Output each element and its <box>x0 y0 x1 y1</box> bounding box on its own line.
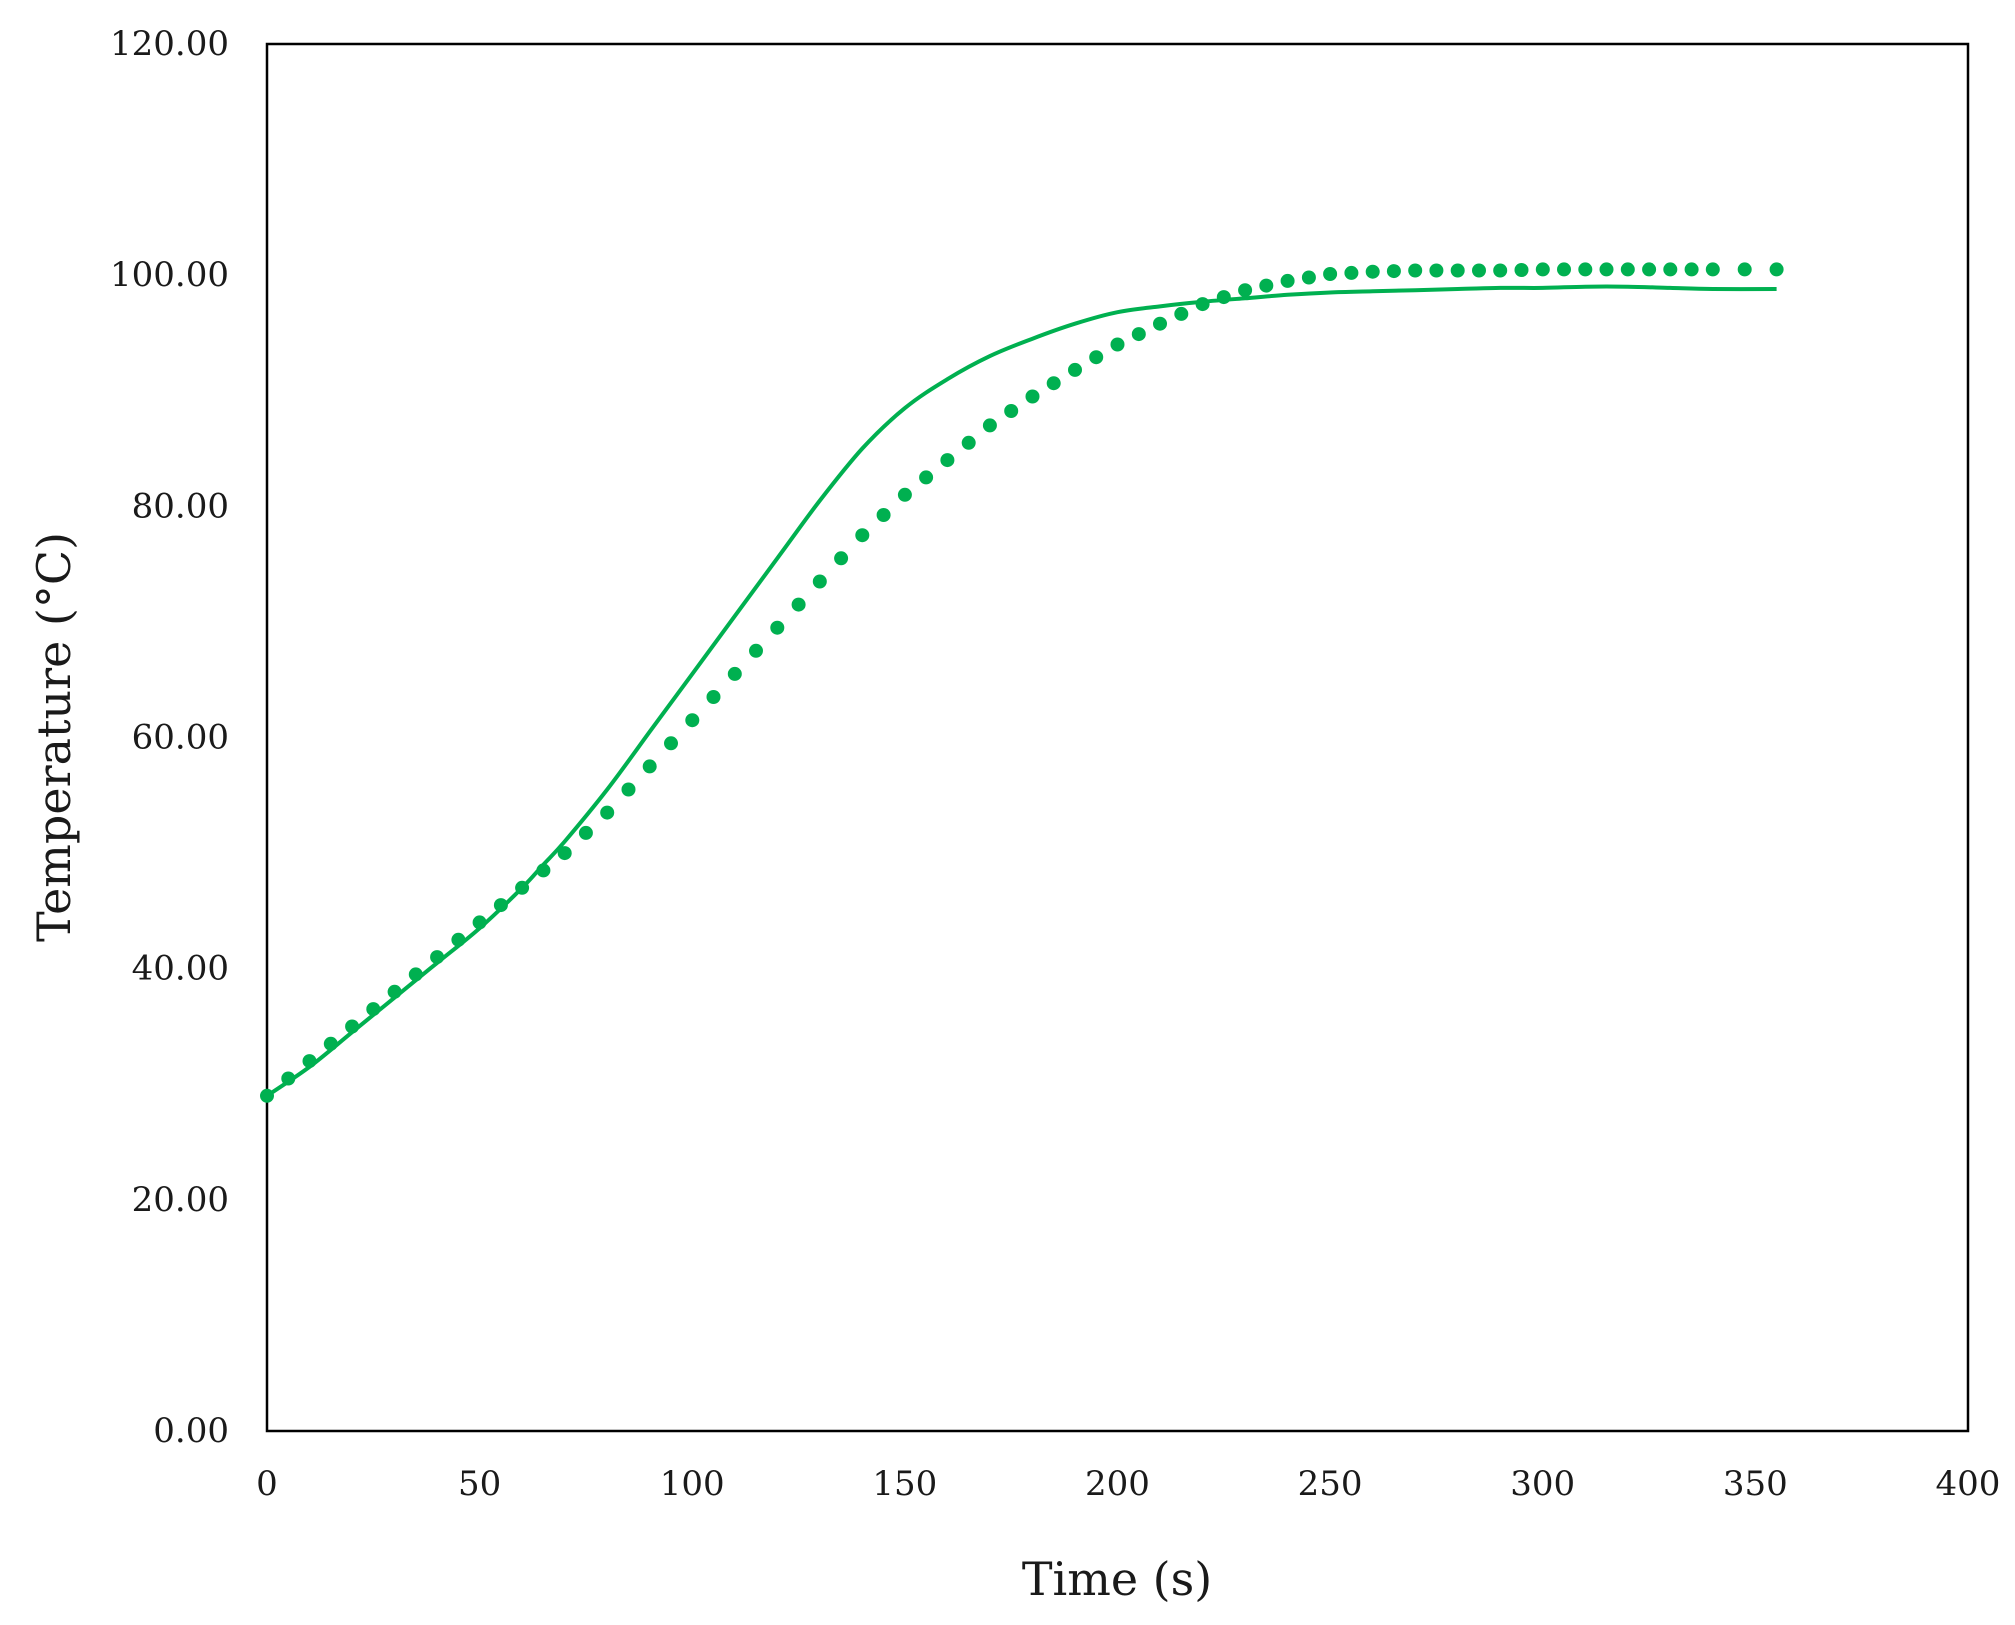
series-dot-dotted <box>1557 262 1571 277</box>
series-point-dotted <box>1450 263 1465 278</box>
x-tick-label: 100 <box>660 1464 725 1504</box>
series-point-dotted <box>430 950 445 965</box>
series-dot-dotted <box>323 1036 338 1051</box>
series-point-dotted <box>1493 263 1508 278</box>
series-point-dotted <box>1280 273 1295 288</box>
series-point-dotted <box>1769 262 1784 277</box>
y-tick-label: 40.00 <box>132 949 229 989</box>
x-tick-label: 0 <box>256 1464 278 1504</box>
series-dot-dotted <box>1216 290 1231 305</box>
plot-area <box>265 42 1970 1433</box>
series-point-dotted <box>855 528 870 543</box>
series-dot-dotted <box>281 1071 296 1086</box>
series-point-dotted <box>1153 316 1167 331</box>
series-dot-dotted <box>1004 404 1019 418</box>
series-dot-dotted <box>1737 262 1752 277</box>
y-tick-label: 0.00 <box>153 1411 229 1451</box>
series-point-dotted <box>472 915 487 930</box>
series-point-dotted <box>515 880 530 895</box>
series-dot-dotted <box>1429 263 1444 278</box>
series-point-dotted <box>1195 297 1210 312</box>
series-point-dotted <box>1705 262 1720 277</box>
x-tick-label: 300 <box>1510 1464 1575 1504</box>
series-point-dotted <box>1110 337 1125 352</box>
x-tick-label: 200 <box>1085 1464 1150 1504</box>
series-point-dotted <box>1238 283 1253 298</box>
y-tick-label: 120.00 <box>110 24 229 64</box>
series-dot-dotted <box>1089 350 1104 365</box>
series-dot-dotted <box>1386 264 1401 279</box>
series-dot-dotted <box>876 508 891 522</box>
series-point-dotted <box>1068 362 1082 377</box>
y-tick-label: 100.00 <box>110 255 229 295</box>
series-dot-dotted <box>1174 306 1189 321</box>
x-axis-title: Time (s) <box>1022 1552 1212 1606</box>
series-dot-dotted <box>366 1002 381 1017</box>
series-point-dotted <box>387 984 402 999</box>
series-dot-dotted <box>578 825 593 840</box>
y-tick-label: 80.00 <box>132 486 229 526</box>
series-dot-dotted <box>451 932 466 947</box>
series-point-dotted <box>685 713 700 728</box>
series-dot-dotted <box>1684 262 1699 277</box>
series-dot-dotted <box>1131 327 1146 342</box>
series-dot-dotted <box>408 967 423 982</box>
series-dot-dotted <box>791 597 806 612</box>
x-tick-label: 400 <box>1936 1464 2001 1504</box>
series-point-dotted <box>302 1054 317 1069</box>
series-dot-dotted <box>961 435 976 450</box>
series-dot-dotted <box>1301 270 1316 285</box>
series-dot-dotted <box>664 736 678 751</box>
series-dot-dotted <box>919 470 934 485</box>
series-point-dotted <box>1323 267 1338 281</box>
series-point-dotted <box>1620 262 1635 277</box>
series-point-dotted <box>982 418 997 433</box>
series-layer <box>260 262 1784 1103</box>
series-dot-dotted <box>1514 263 1529 277</box>
series-dot-dotted <box>1642 262 1657 277</box>
x-axis-ticks: 0 50 100 150 200 250 300 350 400 <box>256 1464 2000 1504</box>
series-point-dotted <box>897 487 912 502</box>
series-dot-dotted <box>1259 278 1274 293</box>
series-point-dotted <box>642 759 657 774</box>
series-dot-dotted <box>1599 262 1614 277</box>
series-dot-dotted <box>1046 376 1061 391</box>
series-dot-dotted <box>749 643 763 658</box>
x-tick-label: 150 <box>872 1464 937 1504</box>
x-tick-label: 250 <box>1298 1464 1363 1504</box>
series-point-dotted <box>345 1019 360 1034</box>
series-dot-dotted <box>834 551 849 566</box>
series-dot-dotted <box>621 782 636 797</box>
series-point-dotted <box>557 846 572 861</box>
series-point-dotted <box>1535 262 1550 277</box>
series-dot-dotted <box>1344 265 1359 280</box>
series-point-dotted <box>1578 262 1593 277</box>
series-point-dotted <box>812 574 827 589</box>
series-point-dotted <box>1663 262 1678 277</box>
series-point-dotted <box>1025 389 1040 404</box>
series-point-dotted <box>940 453 955 468</box>
series-point-dotted <box>260 1088 274 1103</box>
series-dot-dotted <box>1472 263 1486 278</box>
y-axis-ticks: 0.00 20.00 40.00 60.00 80.00 100.00 120.00 <box>110 24 229 1451</box>
series-point-dotted <box>727 666 742 681</box>
y-axis-title: Temperature (°C) <box>27 532 81 942</box>
series-dot-dotted <box>706 690 721 704</box>
y-tick-label: 20.00 <box>132 1180 229 1220</box>
y-tick-label: 60.00 <box>132 718 229 758</box>
series-dot-dotted <box>493 898 508 913</box>
series-point-dotted <box>770 620 785 635</box>
x-tick-label: 50 <box>458 1464 501 1504</box>
series-dot-dotted <box>536 863 551 878</box>
x-tick-label: 350 <box>1723 1464 1788 1504</box>
series-point-dotted <box>600 805 615 820</box>
series-point-dotted <box>1365 264 1380 279</box>
series-point-dotted <box>1408 263 1423 278</box>
